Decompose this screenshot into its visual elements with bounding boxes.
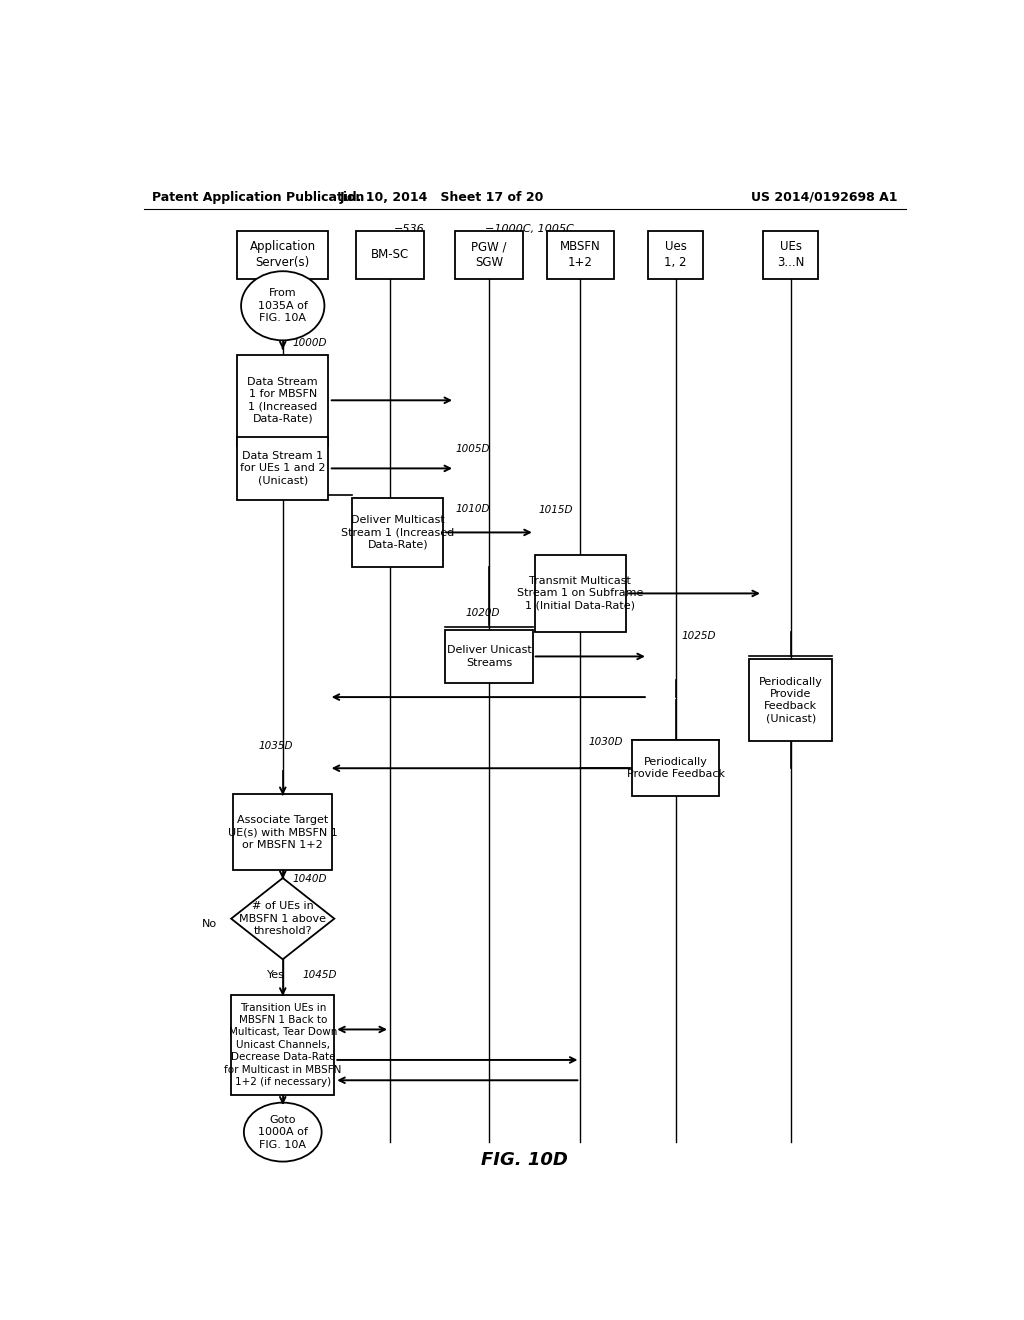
- FancyBboxPatch shape: [356, 231, 424, 280]
- Text: MBSFN
1+2: MBSFN 1+2: [560, 240, 601, 269]
- FancyBboxPatch shape: [231, 995, 334, 1094]
- Text: 1005D: 1005D: [456, 444, 490, 454]
- FancyBboxPatch shape: [238, 437, 329, 500]
- Text: 1015D: 1015D: [539, 506, 573, 515]
- Text: BM-SC: BM-SC: [371, 248, 409, 261]
- Ellipse shape: [244, 1102, 322, 1162]
- Text: # of UEs in
MBSFN 1 above
threshold?: # of UEs in MBSFN 1 above threshold?: [240, 902, 327, 936]
- FancyBboxPatch shape: [456, 231, 523, 280]
- Text: UEs
3...N: UEs 3...N: [777, 240, 804, 269]
- Text: Deliver Multicast
Stream 1 (Increased
Data-Rate): Deliver Multicast Stream 1 (Increased Da…: [341, 515, 455, 550]
- Text: PGW /
SGW: PGW / SGW: [471, 240, 507, 269]
- Text: Periodically
Provide
Feedback
(Unicast): Periodically Provide Feedback (Unicast): [759, 677, 822, 723]
- Text: Ues
1, 2: Ues 1, 2: [665, 240, 687, 269]
- FancyBboxPatch shape: [233, 795, 333, 870]
- Text: Application
Server(s): Application Server(s): [250, 240, 315, 269]
- Text: Deliver Unicast
Streams: Deliver Unicast Streams: [446, 645, 531, 668]
- Text: Transmit Multicast
Stream 1 on Subframe
1 (Initial Data-Rate): Transmit Multicast Stream 1 on Subframe …: [517, 576, 643, 611]
- Text: Yes: Yes: [267, 970, 285, 979]
- Text: Goto
1000A of
FIG. 10A: Goto 1000A of FIG. 10A: [258, 1114, 307, 1150]
- FancyBboxPatch shape: [547, 231, 614, 280]
- FancyBboxPatch shape: [632, 741, 719, 796]
- Text: US 2014/0192698 A1: US 2014/0192698 A1: [752, 190, 898, 203]
- FancyBboxPatch shape: [648, 231, 703, 280]
- Text: 1025D: 1025D: [682, 631, 717, 642]
- Text: Data Stream
1 for MBSFN
1 (Increased
Data-Rate): Data Stream 1 for MBSFN 1 (Increased Dat…: [248, 376, 318, 424]
- Text: Transition UEs in
MBSFN 1 Back to
Multicast, Tear Down
Unicast Channels,
Decreas: Transition UEs in MBSFN 1 Back to Multic…: [224, 1002, 341, 1086]
- Text: FIG. 10D: FIG. 10D: [481, 1151, 568, 1168]
- Text: 1020D: 1020D: [465, 607, 500, 618]
- FancyBboxPatch shape: [238, 355, 329, 446]
- Text: 1000D: 1000D: [292, 338, 327, 348]
- FancyBboxPatch shape: [535, 556, 626, 631]
- FancyBboxPatch shape: [352, 498, 443, 568]
- Text: 1030D: 1030D: [588, 737, 623, 747]
- Ellipse shape: [241, 271, 325, 341]
- FancyBboxPatch shape: [445, 630, 532, 682]
- Text: 1010D: 1010D: [456, 504, 490, 513]
- FancyBboxPatch shape: [238, 231, 329, 280]
- Text: 1035D: 1035D: [259, 741, 294, 751]
- Text: 1045D: 1045D: [303, 970, 337, 979]
- Text: −1000C, 1005C: −1000C, 1005C: [485, 223, 574, 234]
- Text: From
1035A of
FIG. 10A: From 1035A of FIG. 10A: [258, 288, 307, 323]
- Text: Associate Target
UE(s) with MBSFN 1
or MBSFN 1+2: Associate Target UE(s) with MBSFN 1 or M…: [228, 814, 338, 850]
- FancyBboxPatch shape: [749, 660, 833, 741]
- Text: Periodically
Provide Feedback: Periodically Provide Feedback: [627, 758, 725, 779]
- Text: −536: −536: [394, 223, 425, 234]
- Text: Patent Application Publication: Patent Application Publication: [152, 190, 365, 203]
- Text: 1040D: 1040D: [292, 874, 327, 884]
- Text: No: No: [202, 919, 217, 929]
- Text: Jul. 10, 2014   Sheet 17 of 20: Jul. 10, 2014 Sheet 17 of 20: [339, 190, 544, 203]
- FancyBboxPatch shape: [763, 231, 818, 280]
- Text: Data Stream 1
for UEs 1 and 2
(Unicast): Data Stream 1 for UEs 1 and 2 (Unicast): [240, 451, 326, 486]
- Polygon shape: [231, 878, 334, 960]
